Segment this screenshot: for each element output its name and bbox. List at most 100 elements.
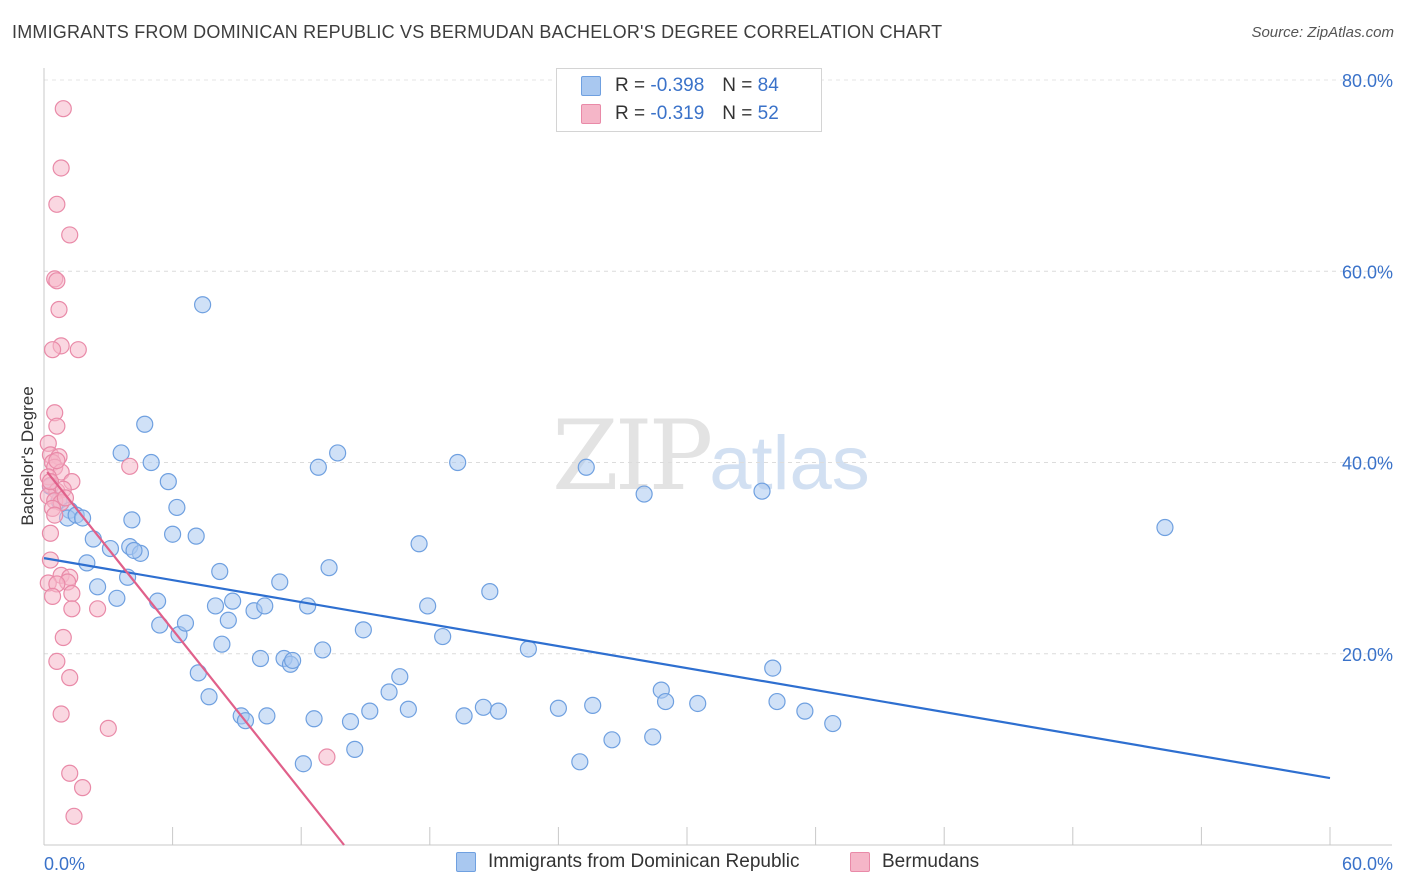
chart-title: IMMIGRANTS FROM DOMINICAN REPUBLIC VS BE… bbox=[12, 22, 943, 42]
data-point bbox=[449, 453, 467, 472]
data-point bbox=[824, 714, 842, 733]
data-point bbox=[50, 300, 68, 319]
y-axis-label: Bachelor's Degree bbox=[18, 386, 37, 526]
data-point bbox=[1156, 518, 1174, 537]
data-point bbox=[43, 341, 62, 359]
legend-swatch-bermudan bbox=[581, 104, 601, 124]
trend-line-bermudan bbox=[46, 471, 345, 846]
grid-lines bbox=[44, 79, 1392, 655]
data-point bbox=[142, 453, 160, 472]
legend-n-label: N = bbox=[722, 75, 753, 96]
data-point bbox=[455, 707, 473, 725]
data-point bbox=[84, 530, 102, 548]
data-point bbox=[46, 506, 64, 524]
data-point bbox=[256, 597, 274, 615]
legend-r-label: R = bbox=[615, 103, 646, 124]
data-point bbox=[284, 651, 302, 670]
data-point bbox=[52, 159, 70, 177]
data-point bbox=[314, 641, 332, 659]
data-point bbox=[78, 554, 96, 572]
data-points bbox=[39, 100, 1174, 825]
data-point bbox=[41, 473, 60, 491]
data-point bbox=[61, 226, 79, 244]
data-point bbox=[519, 640, 537, 658]
bottom-legend-swatch-bermudan bbox=[850, 852, 870, 872]
watermark-zip: ZIP bbox=[552, 400, 713, 512]
data-point bbox=[689, 694, 707, 713]
data-point bbox=[577, 458, 595, 476]
data-point bbox=[603, 731, 621, 749]
data-point bbox=[187, 527, 205, 545]
data-point bbox=[341, 713, 360, 731]
source-label: Source: ZipAtlas.com bbox=[1251, 24, 1394, 41]
data-point bbox=[768, 692, 786, 711]
data-point bbox=[399, 700, 417, 718]
data-point bbox=[258, 707, 276, 725]
data-point bbox=[54, 100, 72, 118]
y-tick-label: 80.0% bbox=[1342, 71, 1393, 91]
data-point bbox=[481, 582, 499, 601]
legend-n-value: 84 bbox=[757, 75, 779, 96]
data-point bbox=[764, 659, 782, 677]
data-point bbox=[219, 611, 237, 629]
y-tick-label: 60.0% bbox=[1342, 262, 1393, 282]
data-point bbox=[419, 597, 437, 615]
data-point bbox=[48, 417, 66, 435]
bottom-legend-dominican: Immigrants from Dominican Republic bbox=[456, 851, 800, 873]
bottom-legend-bermudan: Bermudans bbox=[850, 851, 979, 873]
data-point bbox=[271, 573, 289, 591]
data-point bbox=[88, 600, 107, 618]
data-point bbox=[101, 539, 120, 558]
data-point bbox=[48, 272, 66, 290]
data-point bbox=[434, 627, 452, 646]
data-point bbox=[309, 458, 327, 476]
data-point bbox=[320, 559, 338, 577]
data-point bbox=[656, 692, 675, 711]
y-tick-label: 20.0% bbox=[1342, 645, 1393, 665]
data-point bbox=[194, 296, 212, 314]
data-point bbox=[346, 740, 364, 758]
data-point bbox=[410, 535, 428, 553]
data-point bbox=[213, 635, 231, 653]
legend-n-label: N = bbox=[722, 103, 753, 124]
data-point bbox=[299, 597, 317, 615]
data-point bbox=[251, 649, 270, 668]
series-dominican bbox=[41, 296, 1174, 773]
data-point bbox=[43, 587, 62, 605]
data-point bbox=[52, 705, 70, 723]
data-point bbox=[125, 541, 143, 560]
data-point bbox=[176, 614, 195, 632]
legend-n-value: 52 bbox=[757, 103, 779, 124]
tick-labels: 20.0% 40.0% 60.0% 80.0% 0.0% 60.0% bbox=[44, 71, 1393, 874]
stats-legend: R = -0.398 N = 84 R = -0.319 N = 52 bbox=[556, 68, 822, 132]
trend-lines bbox=[43, 471, 1331, 846]
data-point bbox=[380, 683, 398, 701]
data-point bbox=[56, 489, 75, 507]
data-point bbox=[391, 668, 409, 686]
legend-swatch-dominican bbox=[581, 76, 601, 96]
x-tick-label: 0.0% bbox=[44, 854, 85, 874]
data-point bbox=[136, 415, 154, 433]
data-point bbox=[73, 779, 92, 797]
data-point bbox=[168, 498, 186, 517]
data-point bbox=[159, 473, 177, 491]
data-point bbox=[112, 444, 130, 462]
data-point bbox=[63, 600, 81, 618]
watermark-atlas: atlas bbox=[709, 421, 870, 506]
x-tick-label: 60.0% bbox=[1342, 854, 1393, 874]
data-point bbox=[584, 696, 602, 714]
data-point bbox=[48, 652, 66, 671]
data-point bbox=[65, 807, 83, 825]
data-point bbox=[121, 457, 139, 475]
data-point bbox=[206, 597, 225, 615]
data-point bbox=[474, 698, 492, 716]
data-point bbox=[69, 341, 87, 359]
data-point bbox=[224, 592, 242, 610]
data-point bbox=[41, 524, 60, 542]
data-point bbox=[164, 525, 182, 543]
legend-r-value: -0.398 bbox=[650, 75, 705, 96]
data-point bbox=[61, 669, 79, 687]
data-point bbox=[318, 748, 336, 766]
data-point bbox=[796, 702, 814, 720]
data-point bbox=[571, 753, 589, 771]
